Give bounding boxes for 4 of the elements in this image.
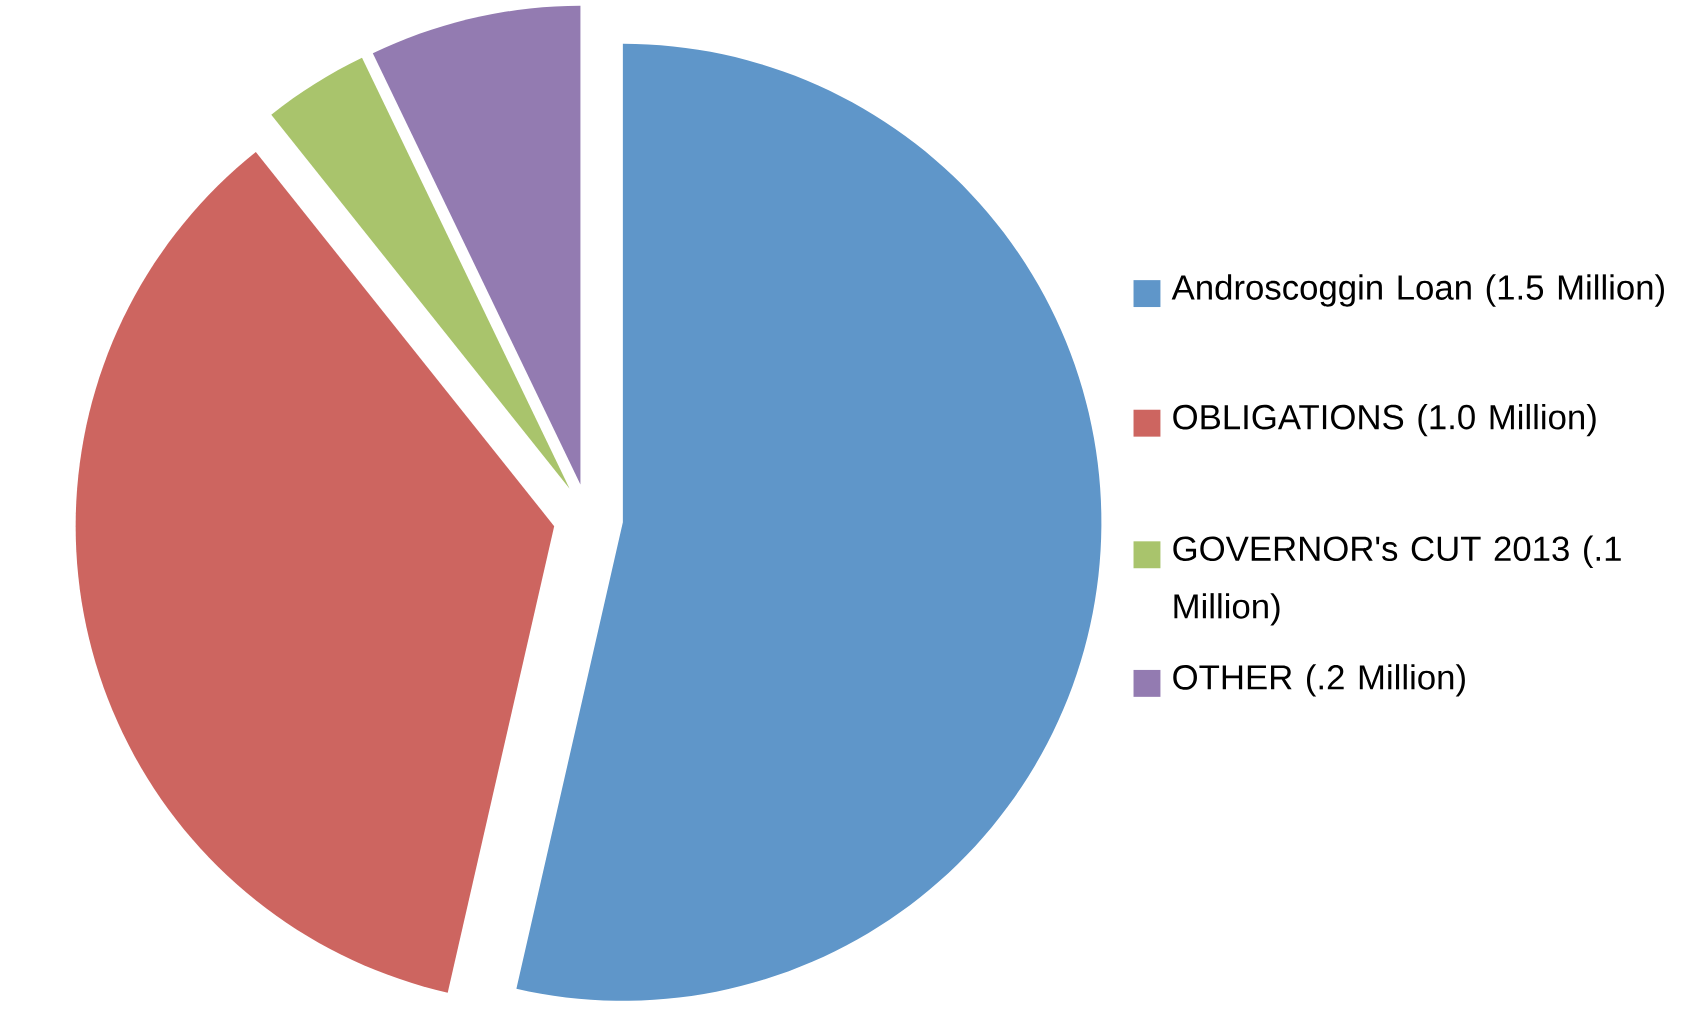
legend-label: OTHER (.2 Million) — [1173, 664, 1465, 697]
legend-label: Androscoggin Loan (1.5 Million) — [1171, 274, 1664, 307]
legend-label: OBLIGATIONS (1.0 Million) — [1173, 404, 1596, 437]
legend-label: GOVERNOR's CUT 2013 (.1 Million) — [1173, 535, 1621, 626]
